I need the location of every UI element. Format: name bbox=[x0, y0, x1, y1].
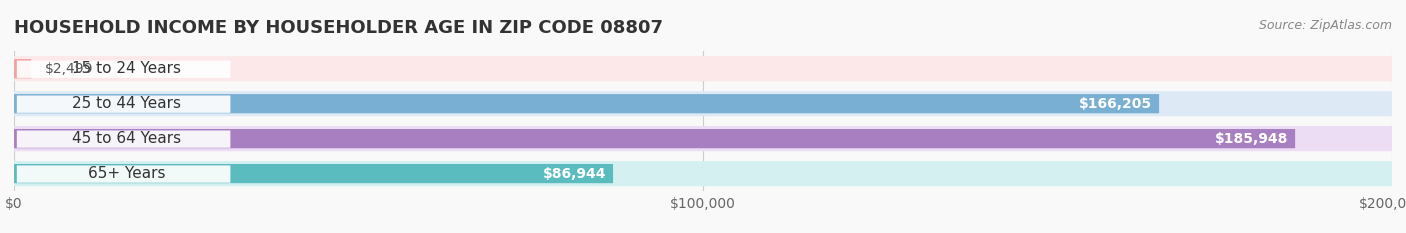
Text: $185,948: $185,948 bbox=[1215, 132, 1288, 146]
Text: 65+ Years: 65+ Years bbox=[87, 166, 165, 181]
FancyBboxPatch shape bbox=[14, 161, 1392, 186]
Text: 45 to 64 Years: 45 to 64 Years bbox=[72, 131, 181, 146]
Text: 25 to 44 Years: 25 to 44 Years bbox=[72, 96, 181, 111]
FancyBboxPatch shape bbox=[14, 164, 613, 183]
Text: 15 to 24 Years: 15 to 24 Years bbox=[72, 61, 181, 76]
FancyBboxPatch shape bbox=[17, 61, 231, 78]
Text: Source: ZipAtlas.com: Source: ZipAtlas.com bbox=[1258, 19, 1392, 32]
FancyBboxPatch shape bbox=[14, 91, 1392, 116]
FancyBboxPatch shape bbox=[14, 94, 1159, 113]
FancyBboxPatch shape bbox=[17, 96, 231, 113]
FancyBboxPatch shape bbox=[14, 129, 1295, 148]
Text: $166,205: $166,205 bbox=[1078, 97, 1153, 111]
Text: $86,944: $86,944 bbox=[543, 167, 606, 181]
FancyBboxPatch shape bbox=[14, 126, 1392, 151]
FancyBboxPatch shape bbox=[14, 56, 1392, 81]
Text: $2,499: $2,499 bbox=[45, 62, 94, 76]
FancyBboxPatch shape bbox=[17, 165, 231, 183]
FancyBboxPatch shape bbox=[17, 130, 231, 148]
FancyBboxPatch shape bbox=[14, 59, 31, 78]
Text: HOUSEHOLD INCOME BY HOUSEHOLDER AGE IN ZIP CODE 08807: HOUSEHOLD INCOME BY HOUSEHOLDER AGE IN Z… bbox=[14, 19, 664, 37]
